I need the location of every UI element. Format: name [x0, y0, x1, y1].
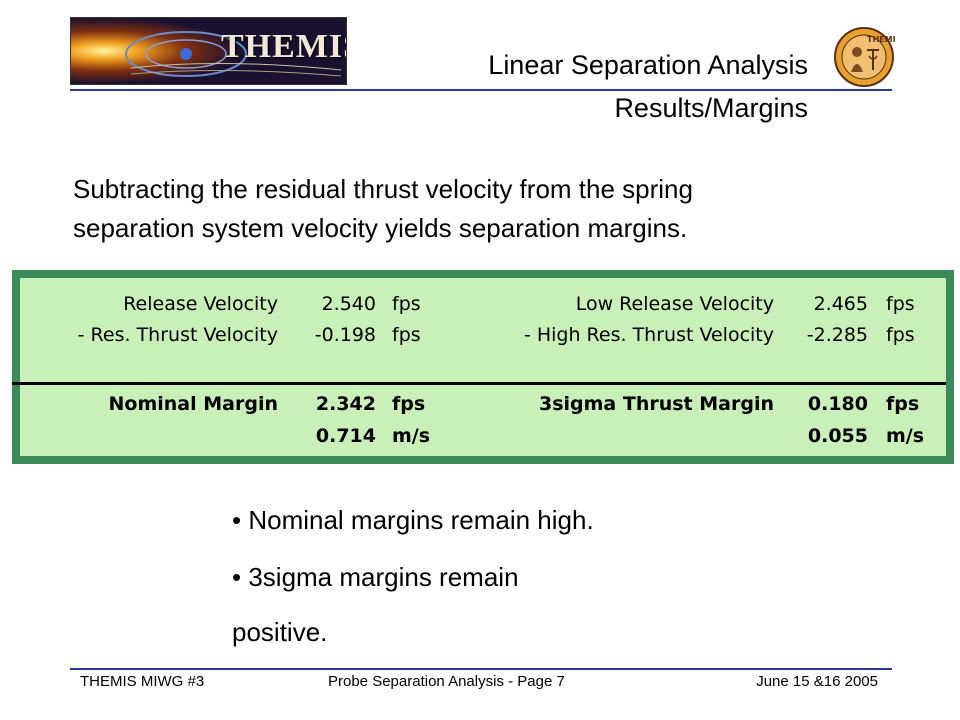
left-row1-unit: fps: [392, 293, 421, 315]
intro-line-1: Subtracting the residual thrust velocity…: [73, 174, 693, 204]
footer-divider: [70, 668, 892, 670]
left-row1-label: Release Velocity: [123, 293, 278, 315]
margins-table: Release Velocity 2.540 fps - Res. Thrust…: [12, 270, 954, 464]
header-divider: [70, 89, 892, 91]
left-row3-label: Nominal Margin: [108, 393, 278, 415]
intro-paragraph: Subtracting the residual thrust velocity…: [73, 170, 853, 248]
left-row2-label: - Res. Thrust Velocity: [77, 324, 278, 346]
table-separator-line: [12, 382, 946, 385]
left-row4-unit: m/s: [392, 425, 431, 447]
right-row1-unit: fps: [886, 293, 915, 315]
left-row3-unit: fps: [392, 393, 426, 415]
banner-logo-text: THEMIS: [221, 28, 346, 65]
bullet-nominal-margins: • Nominal margins remain high.: [232, 505, 594, 535]
footer-left: THEMIS MIWG #3: [80, 673, 205, 690]
themis-banner-logo: THEMIS: [70, 17, 347, 85]
right-row3-unit: fps: [886, 393, 920, 415]
right-row3-value: 0.180: [807, 393, 868, 415]
footer-right: June 15 &16 2005: [756, 673, 878, 690]
left-row1-value: 2.540: [321, 293, 376, 315]
left-row4-value: 0.714: [315, 425, 376, 447]
left-row2-unit: fps: [392, 324, 421, 346]
right-row2-label: - High Res. Thrust Velocity: [523, 324, 774, 346]
left-row3-value: 2.342: [315, 393, 376, 415]
right-row1-value: 2.465: [813, 293, 868, 315]
right-row4-value: 0.055: [807, 425, 868, 447]
right-row3-label: 3sigma Thrust Margin: [538, 393, 774, 415]
right-row4-unit: m/s: [886, 425, 925, 447]
footer-center: Probe Separation Analysis - Page 7: [328, 673, 565, 690]
themis-seal-logo: THEMIS: [833, 26, 902, 88]
right-row2-unit: fps: [886, 324, 915, 346]
right-row2-value: -2.285: [806, 324, 868, 346]
right-row1-label: Low Release Velocity: [575, 293, 774, 315]
intro-line-2: separation system velocity yields separa…: [73, 213, 688, 243]
margins-table-body: Release Velocity 2.540 fps - Res. Thrust…: [12, 278, 946, 456]
slide-title: Linear Separation Analysis: [488, 50, 808, 80]
slide-subtitle: Results/Margins: [614, 93, 808, 123]
bullet-3sigma-margins: • 3sigma margins remain: [232, 562, 519, 592]
left-row2-value: -0.198: [314, 324, 376, 346]
bullet-3sigma-margins-cont: positive.: [232, 617, 328, 647]
seal-text: THEMIS: [867, 35, 895, 44]
